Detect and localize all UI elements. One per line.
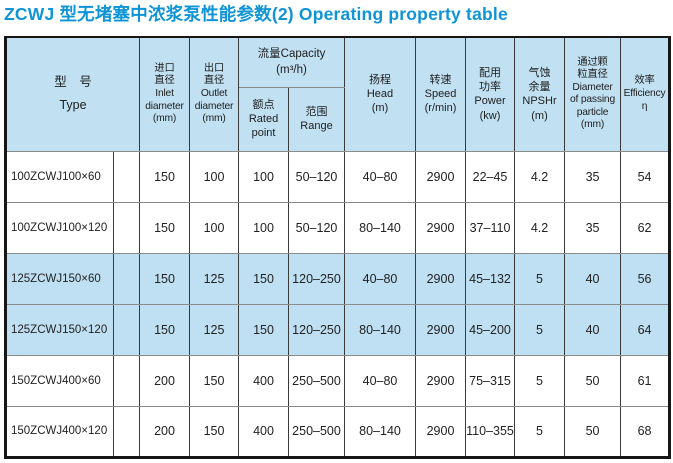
cell-spacer bbox=[112, 201, 141, 254]
table-row: 100ZCWJ100×60 150 100 100 50–120 40–80 2… bbox=[5, 150, 671, 203]
table-body: 100ZCWJ100×60 150 100 100 50–120 40–80 2… bbox=[5, 150, 671, 458]
cell-inlet: 150 bbox=[139, 150, 191, 203]
col-header-power: 配用 功率 Power (kw) bbox=[465, 36, 516, 152]
cell-speed: 2900 bbox=[415, 150, 467, 203]
cell-power: 45–132 bbox=[465, 252, 516, 305]
cell-speed: 2900 bbox=[415, 252, 467, 305]
cell-rated: 100 bbox=[238, 150, 290, 203]
cell-speed: 2900 bbox=[415, 303, 467, 356]
col-header-inlet-diameter: 进口 直径 Inlet diameter (mm) bbox=[139, 36, 191, 152]
cell-spacer bbox=[112, 150, 141, 203]
cell-outlet: 125 bbox=[189, 303, 240, 356]
cell-type: 150ZCWJ400×60 bbox=[5, 354, 114, 407]
cell-efficiency: 68 bbox=[620, 405, 671, 458]
page-title: ZCWJ 型无堵塞中浓浆泵性能参数(2) Operating property … bbox=[4, 4, 508, 24]
col-header-outlet-diameter: 出口 直径 Outlet diameter (mm) bbox=[189, 36, 240, 152]
cell-speed: 2900 bbox=[415, 201, 467, 254]
cell-rated: 400 bbox=[238, 405, 290, 458]
table-row: 125ZCWJ150×60 150 125 150 120–250 40–80 … bbox=[5, 252, 671, 305]
cell-power: 45–200 bbox=[465, 303, 516, 356]
cell-efficiency: 64 bbox=[620, 303, 671, 356]
cell-head: 80–140 bbox=[344, 405, 417, 458]
col-header-type: 型 号 Type bbox=[4, 36, 141, 152]
cell-type: 125ZCWJ150×120 bbox=[5, 303, 114, 356]
col-header-npshr: 气蚀 余量 NPSHr (m) bbox=[514, 36, 566, 152]
cell-spacer bbox=[112, 405, 141, 458]
cell-speed: 2900 bbox=[415, 354, 467, 407]
cell-range: 250–500 bbox=[288, 354, 346, 407]
table-row: 150ZCWJ400×120 200 150 400 250–500 80–14… bbox=[5, 405, 671, 458]
cell-outlet: 125 bbox=[189, 252, 240, 305]
table-header: 型 号 Type 进口 直径 Inlet diameter (mm) 出口 直径… bbox=[4, 36, 671, 152]
cell-efficiency: 56 bbox=[620, 252, 671, 305]
cell-npshr: 5 bbox=[514, 303, 566, 356]
cell-npshr: 4.2 bbox=[514, 201, 566, 254]
cell-rated: 150 bbox=[238, 252, 290, 305]
col-header-capacity: 流量Capacity (m³/h) bbox=[238, 36, 346, 88]
cell-particle: 50 bbox=[564, 405, 622, 458]
cell-efficiency: 61 bbox=[620, 354, 671, 407]
col-header-range: 范围 Range bbox=[288, 86, 346, 152]
cell-outlet: 100 bbox=[189, 201, 240, 254]
cell-range: 120–250 bbox=[288, 252, 346, 305]
cell-npshr: 5 bbox=[514, 405, 566, 458]
cell-inlet: 200 bbox=[139, 354, 191, 407]
cell-rated: 150 bbox=[238, 303, 290, 356]
cell-power: 37–110 bbox=[465, 201, 516, 254]
cell-particle: 35 bbox=[564, 150, 622, 203]
cell-inlet: 150 bbox=[139, 201, 191, 254]
table-row: 125ZCWJ150×120 150 125 150 120–250 80–14… bbox=[5, 303, 671, 356]
col-header-rated-point: 额点 Rated point bbox=[238, 86, 290, 152]
cell-head: 80–140 bbox=[344, 201, 417, 254]
operating-property-table: 型 号 Type 进口 直径 Inlet diameter (mm) 出口 直径… bbox=[4, 36, 672, 459]
cell-power: 75–315 bbox=[465, 354, 516, 407]
cell-particle: 40 bbox=[564, 252, 622, 305]
cell-particle: 35 bbox=[564, 201, 622, 254]
cell-type: 100ZCWJ100×60 bbox=[5, 150, 114, 203]
cell-spacer bbox=[112, 303, 141, 356]
cell-inlet: 150 bbox=[139, 303, 191, 356]
cell-head: 40–80 bbox=[344, 252, 417, 305]
cell-inlet: 200 bbox=[139, 405, 191, 458]
cell-efficiency: 54 bbox=[620, 150, 671, 203]
table-row: 100ZCWJ100×120 150 100 100 50–120 80–140… bbox=[5, 201, 671, 254]
col-header-particle-diameter: 通过颗 粒直径 Diameter of passing particle (mm… bbox=[564, 36, 622, 152]
cell-type: 125ZCWJ150×60 bbox=[5, 252, 114, 305]
cell-outlet: 150 bbox=[189, 354, 240, 407]
cell-head: 80–140 bbox=[344, 303, 417, 356]
cell-range: 50–120 bbox=[288, 150, 346, 203]
cell-power: 110–355 bbox=[465, 405, 516, 458]
cell-range: 50–120 bbox=[288, 201, 346, 254]
cell-inlet: 150 bbox=[139, 252, 191, 305]
cell-npshr: 5 bbox=[514, 354, 566, 407]
cell-type: 150ZCWJ400×120 bbox=[5, 405, 114, 458]
cell-efficiency: 62 bbox=[620, 201, 671, 254]
cell-speed: 2900 bbox=[415, 405, 467, 458]
col-header-efficiency: 效率 Efficiency η bbox=[620, 36, 671, 152]
table-row: 150ZCWJ400×60 200 150 400 250–500 40–80 … bbox=[5, 354, 671, 407]
cell-particle: 50 bbox=[564, 354, 622, 407]
cell-outlet: 100 bbox=[189, 150, 240, 203]
cell-spacer bbox=[112, 354, 141, 407]
col-header-head: 扬程 Head (m) bbox=[344, 36, 417, 152]
cell-outlet: 150 bbox=[189, 405, 240, 458]
cell-npshr: 4.2 bbox=[514, 150, 566, 203]
cell-type: 100ZCWJ100×120 bbox=[5, 201, 114, 254]
cell-npshr: 5 bbox=[514, 252, 566, 305]
cell-rated: 400 bbox=[238, 354, 290, 407]
col-header-speed: 转速 Speed (r/min) bbox=[415, 36, 467, 152]
cell-spacer bbox=[112, 252, 141, 305]
cell-head: 40–80 bbox=[344, 354, 417, 407]
cell-rated: 100 bbox=[238, 201, 290, 254]
cell-range: 120–250 bbox=[288, 303, 346, 356]
cell-power: 22–45 bbox=[465, 150, 516, 203]
cell-head: 40–80 bbox=[344, 150, 417, 203]
cell-range: 250–500 bbox=[288, 405, 346, 458]
cell-particle: 40 bbox=[564, 303, 622, 356]
